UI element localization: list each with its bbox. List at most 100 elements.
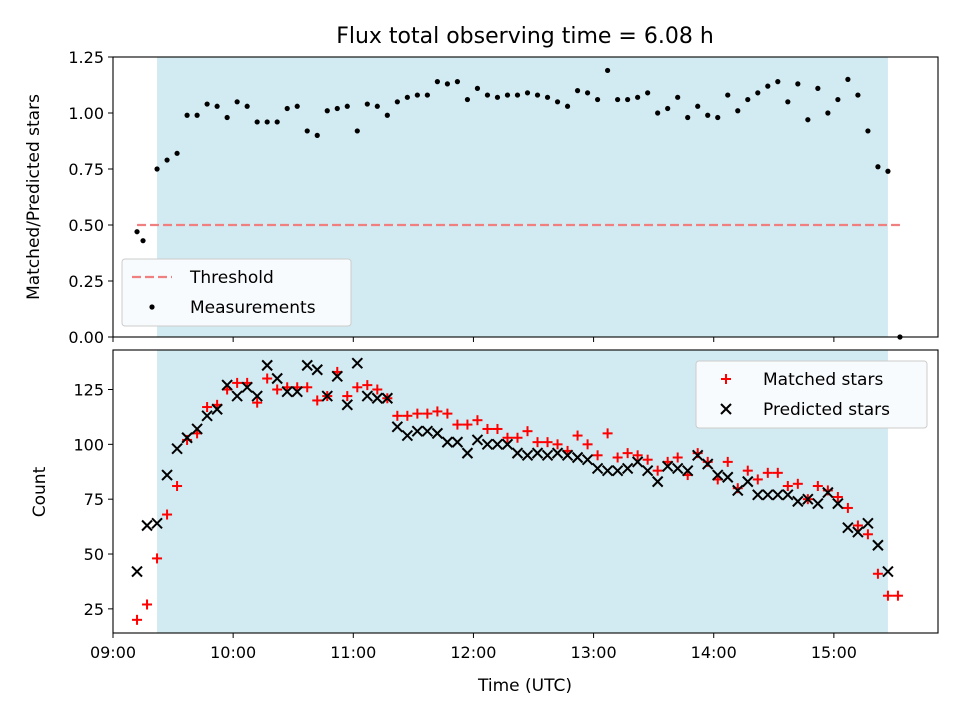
matched-star-point <box>312 395 323 406</box>
predicted-star-point <box>531 447 544 459</box>
measurement-point <box>715 114 721 121</box>
measurement-point <box>204 101 210 107</box>
measurement-point <box>705 112 711 118</box>
matched-star-point <box>252 397 263 408</box>
predicted-star-point <box>181 432 193 444</box>
measurement-point <box>785 99 791 105</box>
top-x-ticks <box>112 337 835 342</box>
predicted-star-point <box>231 390 243 402</box>
matched-star-point <box>422 408 433 419</box>
top-y-tick-label: 1.00 <box>68 104 104 123</box>
measurement-point <box>434 79 440 85</box>
predicted-star-point <box>371 392 384 404</box>
matched-star-point <box>462 419 473 430</box>
measurement-point <box>574 88 581 94</box>
x-tick-label: 12:00 <box>450 643 496 662</box>
bottom-y-tick-label: 75 <box>84 490 104 509</box>
predicted-star-point <box>822 486 834 499</box>
measurement-point <box>344 103 350 109</box>
top-panel: 0.00 0.25 0.50 0.75 1.00 1.25 Flux total obse… <box>24 24 939 347</box>
measurement-point <box>655 110 661 116</box>
measurement-point <box>645 90 651 96</box>
measurement-point <box>194 112 200 118</box>
bottom-y-tick-label: 25 <box>84 600 104 619</box>
top-y-tick-label: 0.50 <box>68 216 104 235</box>
matched-star-point <box>402 410 413 421</box>
predicted-star-point <box>161 469 173 481</box>
measurement-point <box>484 92 491 98</box>
matched-star-point <box>372 384 383 395</box>
measurement-point <box>464 96 471 103</box>
predicted-star-point <box>411 425 424 437</box>
top-axes-frame <box>112 56 939 338</box>
matched-star-point <box>642 454 653 465</box>
measurement-point <box>695 103 701 109</box>
measurement-point <box>675 94 681 100</box>
predicted-star-point <box>661 460 674 472</box>
measurement-point <box>665 105 671 112</box>
predicted-star-point <box>742 475 754 488</box>
matched-star-point <box>162 509 173 520</box>
measurement-point <box>244 103 250 109</box>
measurement-point <box>745 96 751 103</box>
measurement-point <box>354 128 360 134</box>
top-y-axis-label: Matched/Predicted stars <box>24 94 44 300</box>
predicted-star-point <box>221 379 233 391</box>
predicted-star-point <box>311 364 323 376</box>
predicted-stars-layer <box>131 357 894 578</box>
measurement-point <box>584 90 591 96</box>
measurement-point <box>885 168 891 174</box>
measurement-point <box>805 117 811 123</box>
measurement-point <box>314 132 320 138</box>
predicted-star-point <box>551 447 564 459</box>
predicted-star-point <box>561 449 574 462</box>
legend-matched-swatch <box>721 374 731 384</box>
matched-star-point <box>452 419 463 430</box>
matched-star-point <box>762 467 773 478</box>
predicted-star-point <box>301 359 313 372</box>
predicted-star-point <box>201 410 213 422</box>
measurement-point <box>234 99 240 105</box>
predicted-star-point <box>391 421 404 433</box>
matched-star-point <box>142 599 153 610</box>
measurement-point <box>594 96 601 103</box>
predicted-star-point <box>591 462 604 475</box>
predicted-star-point <box>842 521 854 534</box>
measurement-point <box>174 150 180 156</box>
measurement-point <box>735 108 741 114</box>
predicted-star-point <box>451 436 464 448</box>
predicted-star-point <box>481 438 494 451</box>
legend-measurements-swatch <box>149 304 155 310</box>
bottom-x-ticks: 09:00 10:00 11:00 12:00 13:00 14:00 15:00 <box>90 633 857 662</box>
predicted-star-point <box>772 489 784 501</box>
matched-star-point <box>882 590 893 601</box>
measurement-point <box>424 92 430 98</box>
matched-star-point <box>772 467 783 478</box>
measurement-point <box>374 103 380 109</box>
predicted-star-point <box>361 390 374 402</box>
predicted-star-point <box>541 449 554 462</box>
predicted-star-point <box>261 359 273 372</box>
top-y-ticks: 0.00 0.25 0.50 0.75 1.00 1.25 <box>68 48 113 347</box>
bottom-y-tick-label: 50 <box>84 545 104 564</box>
top-y-tick-label: 1.25 <box>68 48 104 67</box>
predicted-star-point <box>872 539 884 551</box>
matched-star-point <box>812 481 823 492</box>
top-y-tick-label: 0.75 <box>68 160 104 179</box>
measurement-point <box>254 119 260 125</box>
measurement-point <box>604 67 611 74</box>
matched-star-point <box>482 423 493 434</box>
predicted-star-point <box>321 390 333 402</box>
measurement-point <box>414 92 420 98</box>
x-tick-label: 09:00 <box>90 643 136 662</box>
matched-star-point <box>592 450 603 461</box>
measurement-point <box>765 83 771 89</box>
matched-star-point <box>752 474 763 485</box>
measurement-point <box>184 112 190 118</box>
matched-star-point <box>262 373 273 384</box>
top-y-tick-label: 0.25 <box>68 272 104 291</box>
matched-star-point <box>502 432 513 443</box>
measurement-point <box>825 110 831 116</box>
measurement-point <box>534 92 541 98</box>
measurement-point <box>875 164 881 170</box>
